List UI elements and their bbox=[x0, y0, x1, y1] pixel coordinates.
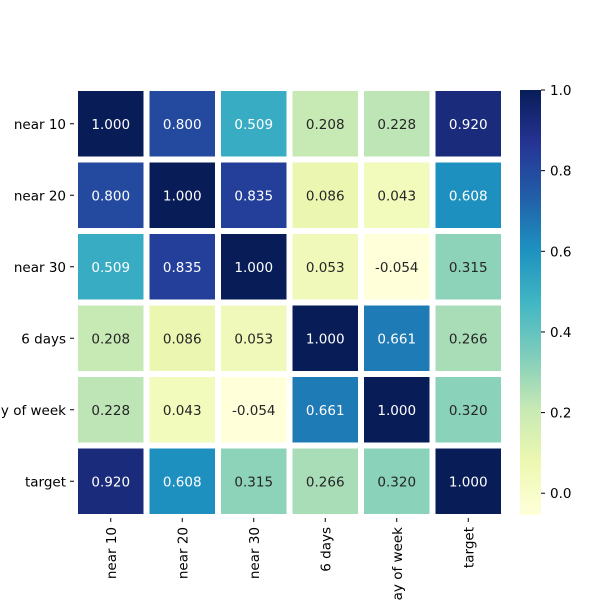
cell-value-label: 0.920 bbox=[91, 474, 130, 490]
x-axis: near 10 near 20 near 30 6 days day of week ta… bbox=[104, 518, 477, 604]
y-tick-label: day of week bbox=[0, 403, 66, 419]
heatmap-cell bbox=[364, 234, 430, 300]
x-tick-label: 6 days bbox=[318, 527, 334, 572]
cell-value-label: 0.043 bbox=[163, 403, 202, 419]
heatmap-cell bbox=[435, 234, 501, 300]
heatmap-cell bbox=[364, 377, 430, 443]
heatmap-cell bbox=[364, 448, 430, 514]
heatmap-cell bbox=[149, 305, 215, 371]
cell-value-label: 0.208 bbox=[91, 331, 130, 347]
heatmap-cell bbox=[292, 234, 358, 300]
heatmap-cell bbox=[149, 448, 215, 514]
cell-value-label: 0.835 bbox=[163, 260, 202, 276]
cell-value-label: 0.608 bbox=[163, 474, 202, 490]
heatmap-cell bbox=[149, 234, 215, 300]
heatmap-cells bbox=[78, 91, 501, 514]
cell-value-label: 0.208 bbox=[306, 117, 345, 133]
heatmap-cell bbox=[292, 305, 358, 371]
heatmap-cell bbox=[221, 377, 287, 443]
heatmap-cell bbox=[292, 377, 358, 443]
cell-value-label: 0.315 bbox=[234, 474, 273, 490]
cell-value-label: 0.320 bbox=[377, 474, 416, 490]
cell-value-label: 1.000 bbox=[91, 117, 130, 133]
cell-value-label: 0.835 bbox=[234, 188, 273, 204]
cell-value-label: 0.800 bbox=[91, 188, 130, 204]
heatmap-cell bbox=[149, 377, 215, 443]
cell-value-label: 0.661 bbox=[377, 331, 416, 347]
cell-labels: 1.000 0.800 0.509 0.208 0.228 0.920 0.800 1.000… bbox=[91, 117, 487, 491]
heatmap-cell bbox=[435, 377, 501, 443]
cell-value-label: 0.086 bbox=[163, 331, 202, 347]
x-tick-label: near 20 bbox=[175, 527, 191, 579]
colorbar: 0.0 0.2 0.4 0.6 0.8 1.0 bbox=[520, 83, 571, 515]
colorbar-tick-label: 0.4 bbox=[550, 325, 571, 341]
cell-value-label: 1.000 bbox=[163, 188, 202, 204]
heatmap-cell bbox=[78, 91, 144, 157]
cell-value-label: 1.000 bbox=[234, 260, 273, 276]
heatmap-cell bbox=[435, 448, 501, 514]
cell-value-label: 0.053 bbox=[306, 260, 345, 276]
cell-value-label: 0.661 bbox=[306, 403, 345, 419]
heatmap-cell bbox=[78, 162, 144, 228]
cell-value-label: 0.315 bbox=[449, 260, 488, 276]
heatmap-cell bbox=[78, 234, 144, 300]
cell-value-label: 0.920 bbox=[449, 117, 488, 133]
y-axis: near 10 near 20 near 30 6 days day of week ta… bbox=[0, 117, 74, 490]
heatmap-cell bbox=[435, 162, 501, 228]
heatmap-cell bbox=[364, 91, 430, 157]
x-tick-label: target bbox=[461, 527, 477, 568]
colorbar-gradient bbox=[520, 90, 541, 515]
heatmap-cell bbox=[364, 162, 430, 228]
cell-value-label: 1.000 bbox=[449, 474, 488, 490]
heatmap-cell bbox=[221, 91, 287, 157]
heatmap-cell bbox=[292, 162, 358, 228]
heatmap-cell bbox=[149, 91, 215, 157]
heatmap-cell bbox=[221, 162, 287, 228]
cell-value-label: 0.228 bbox=[377, 117, 416, 133]
cell-value-label: 0.509 bbox=[234, 117, 273, 133]
x-tick-label: near 10 bbox=[104, 527, 120, 579]
colorbar-tick-label: 0.0 bbox=[550, 486, 571, 502]
cell-value-label: 1.000 bbox=[306, 331, 345, 347]
heatmap-cell bbox=[78, 448, 144, 514]
heatmap-cell bbox=[221, 305, 287, 371]
heatmap-cell bbox=[292, 91, 358, 157]
heatmap-cell bbox=[221, 234, 287, 300]
cell-value-label: 0.608 bbox=[449, 188, 488, 204]
colorbar-tick-label: 1.0 bbox=[550, 83, 571, 99]
y-tick-label: target bbox=[25, 474, 66, 490]
x-tick-label: near 30 bbox=[247, 527, 263, 579]
heatmap-cell bbox=[435, 91, 501, 157]
cell-value-label: -0.054 bbox=[375, 260, 419, 276]
y-tick-label: near 20 bbox=[14, 188, 66, 204]
heatmap-cell bbox=[292, 448, 358, 514]
y-tick-label: near 30 bbox=[14, 260, 66, 276]
heatmap-cell bbox=[435, 305, 501, 371]
colorbar-tick-label: 0.2 bbox=[550, 406, 571, 422]
cell-value-label: 0.266 bbox=[306, 474, 345, 490]
y-tick-label: near 10 bbox=[14, 117, 66, 133]
colorbar-tick-label: 0.6 bbox=[550, 244, 571, 260]
cell-value-label: 0.043 bbox=[377, 188, 416, 204]
cell-value-label: 0.228 bbox=[91, 403, 130, 419]
x-tick-label: day of week bbox=[390, 527, 406, 600]
cell-value-label: 0.086 bbox=[306, 188, 345, 204]
y-tick-label: 6 days bbox=[21, 331, 66, 347]
colorbar-tick-label: 0.8 bbox=[550, 164, 571, 180]
heatmap-cell bbox=[78, 377, 144, 443]
cell-value-label: -0.054 bbox=[232, 403, 276, 419]
heatmap-cell bbox=[364, 305, 430, 371]
heatmap-cell bbox=[78, 305, 144, 371]
cell-value-label: 0.509 bbox=[91, 260, 130, 276]
heatmap-cell bbox=[221, 448, 287, 514]
cell-value-label: 0.266 bbox=[449, 331, 488, 347]
heatmap-cell bbox=[149, 162, 215, 228]
cell-value-label: 1.000 bbox=[377, 403, 416, 419]
cell-value-label: 0.053 bbox=[234, 331, 273, 347]
cell-value-label: 0.800 bbox=[163, 117, 202, 133]
cell-value-label: 0.320 bbox=[449, 403, 488, 419]
